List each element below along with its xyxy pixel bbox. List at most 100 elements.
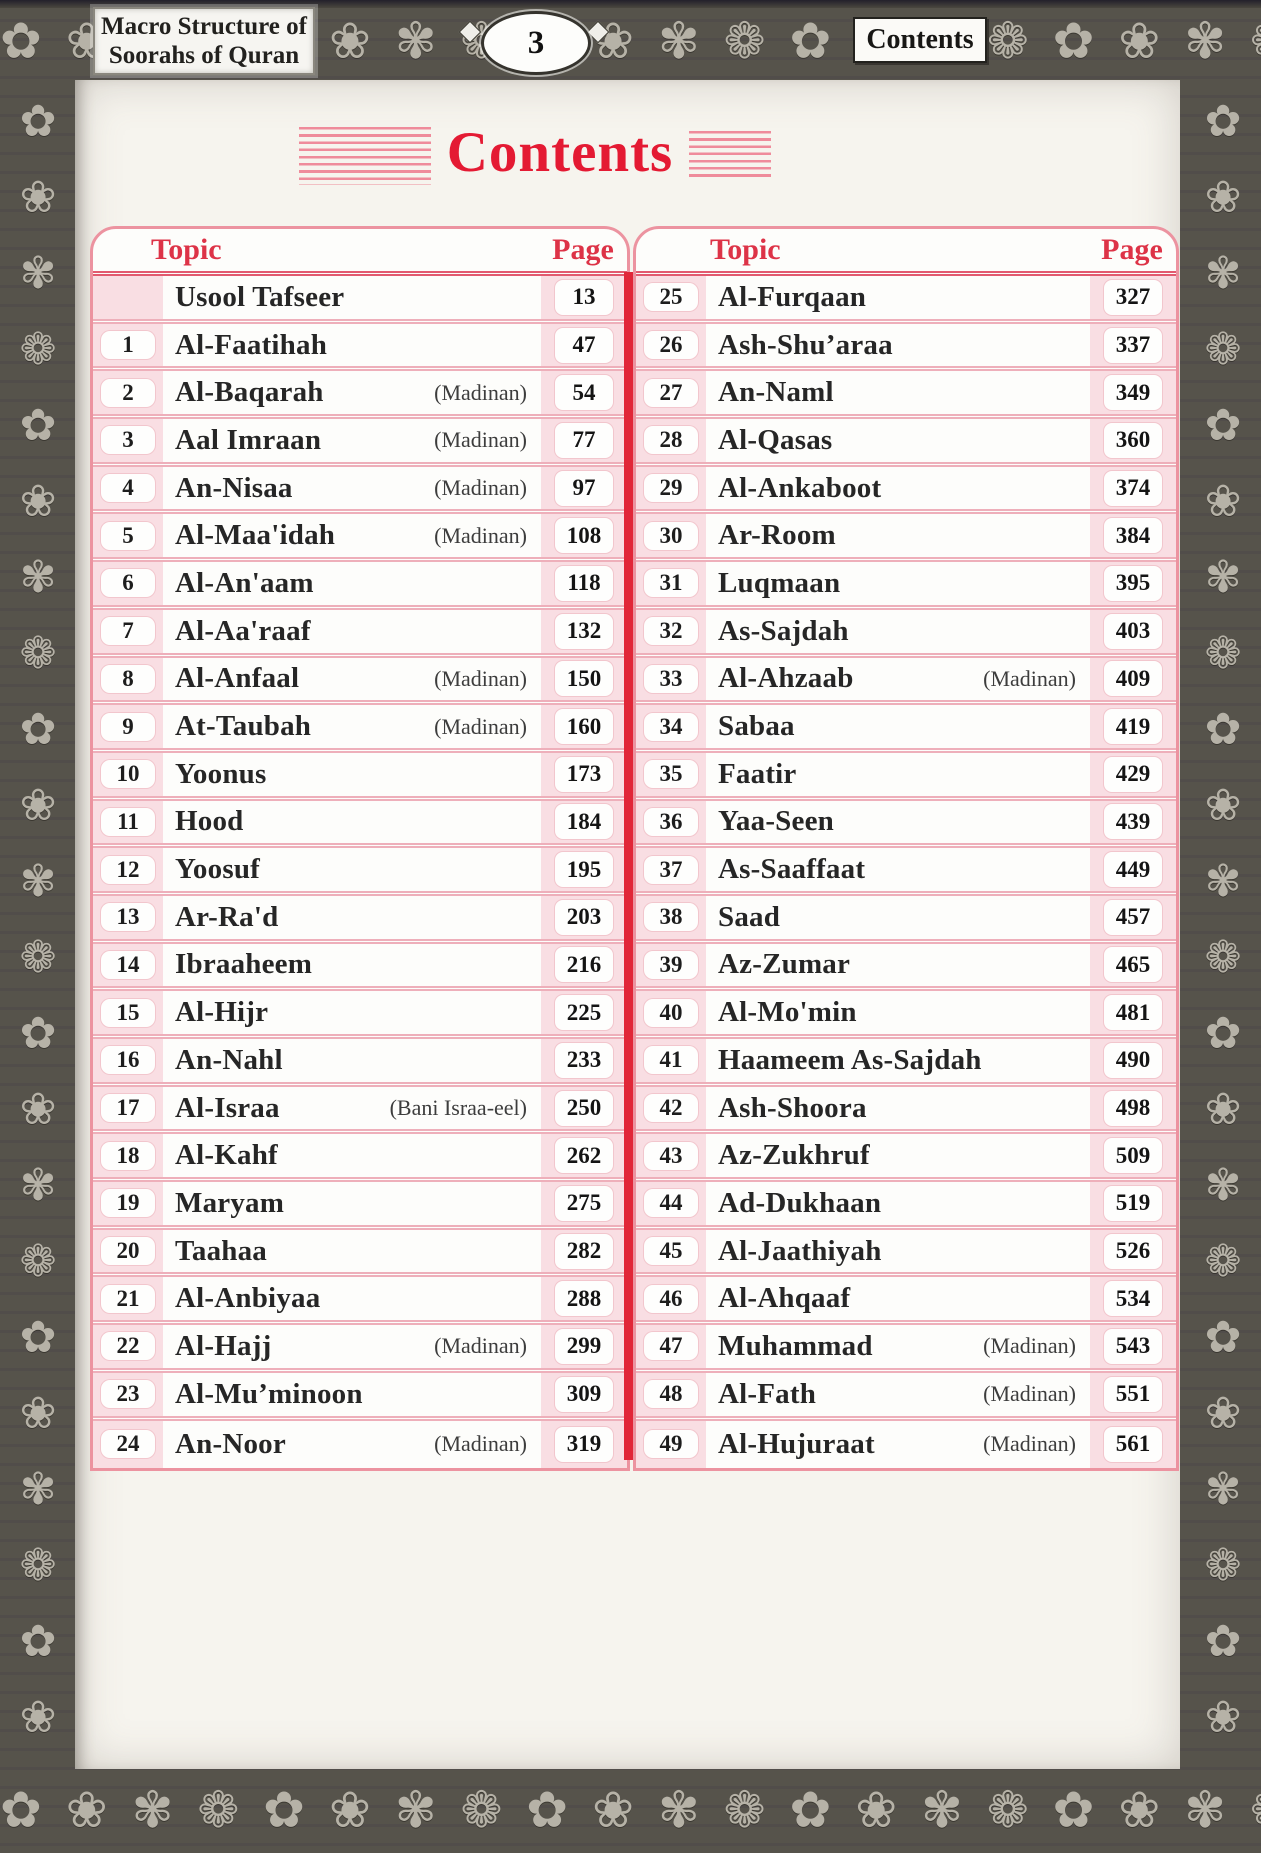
surah-name: Hood <box>175 805 244 838</box>
surah-name: Saad <box>718 900 781 933</box>
page-number-box: 534 <box>1104 1281 1162 1317</box>
table-row: 8 Al-Anfaal (Madinan) 150 <box>93 657 627 706</box>
row-name-cell: Ar-Room <box>706 514 1090 557</box>
row-page-cell: 13 <box>541 276 627 319</box>
row-number-badge: 15 <box>101 998 155 1027</box>
row-page-cell: 439 <box>1090 800 1176 844</box>
surah-note: (Madinan) <box>434 713 527 739</box>
row-page-cell: 327 <box>1090 276 1176 319</box>
row-number-badge: 49 <box>644 1430 698 1459</box>
row-number-cell: 39 <box>636 943 706 987</box>
row-number-cell: 43 <box>636 1134 706 1178</box>
surah-note: (Madinan) <box>434 379 527 405</box>
row-number-cell: 13 <box>93 895 163 939</box>
row-name-cell: Al-Hujuraat (Madinan) <box>706 1421 1090 1469</box>
page-number-box: 429 <box>1104 756 1162 792</box>
row-name-cell: Al-Hijr <box>163 991 541 1034</box>
row-number-badge: 44 <box>644 1189 698 1218</box>
table-row: 18 Al-Kahf 262 <box>93 1134 627 1183</box>
page-number-box: 449 <box>1104 852 1162 888</box>
row-page-cell: 360 <box>1090 419 1176 462</box>
page-title: Contents <box>446 121 674 184</box>
row-page-cell: 498 <box>1090 1086 1176 1130</box>
page-number: 3 <box>527 24 545 61</box>
row-page-cell: 349 <box>1090 371 1176 415</box>
row-number-cell: 45 <box>636 1229 706 1273</box>
row-number-cell: 26 <box>636 323 706 367</box>
surah-note: (Madinan) <box>983 665 1076 691</box>
contents-corner-label: Contents <box>853 17 987 63</box>
tables-divider-bar <box>624 272 633 1460</box>
row-number-cell: 1 <box>93 323 163 367</box>
row-page-cell: 288 <box>541 1277 627 1321</box>
table-row: 2 Al-Baqarah (Madinan) 54 <box>93 371 627 420</box>
row-page-cell: 184 <box>541 800 627 844</box>
row-number-badge: 1 <box>101 331 155 360</box>
table-row: 1 Al-Faatihah 47 <box>93 323 627 372</box>
paper: Contents Topic Page Usool Tafseer <box>75 80 1180 1769</box>
row-page-cell: 195 <box>541 848 627 891</box>
row-page-cell: 250 <box>541 1086 627 1130</box>
surah-name: Al-Aa'raaf <box>175 614 311 647</box>
row-number-cell: 29 <box>636 466 706 510</box>
row-number-cell: 18 <box>93 1134 163 1178</box>
surah-name: An-Nahl <box>175 1043 283 1076</box>
row-number-cell: 46 <box>636 1277 706 1321</box>
surah-name: Al-Baqarah <box>175 376 324 409</box>
row-number-badge: 17 <box>101 1094 155 1123</box>
row-name-cell: Yaa-Seen <box>706 801 1090 844</box>
row-name-cell: An-Naml <box>706 371 1090 414</box>
row-name-cell: Al-Anbiyaa <box>163 1277 541 1320</box>
surah-note: (Madinan) <box>983 1431 1076 1457</box>
page-number-box: 561 <box>1104 1426 1162 1462</box>
row-number-badge: 48 <box>644 1380 698 1409</box>
row-number-cell: 40 <box>636 991 706 1034</box>
page-number-box: 233 <box>555 1042 613 1078</box>
page-number-box: 490 <box>1104 1042 1162 1078</box>
page-number-box: 203 <box>555 899 613 935</box>
row-name-cell: An-Noor (Madinan) <box>163 1421 541 1469</box>
page-number-box: 519 <box>1104 1185 1162 1221</box>
row-name-cell: As-Sajdah <box>706 610 1090 653</box>
page-number-box: 77 <box>555 422 613 458</box>
row-number-badge: 29 <box>644 474 698 503</box>
page-number-box: 498 <box>1104 1090 1162 1126</box>
row-number-badge: 35 <box>644 760 698 789</box>
row-number-cell <box>93 276 163 319</box>
surah-name: Al-Furqaan <box>718 280 867 313</box>
row-number-badge: 40 <box>644 998 698 1027</box>
table-row: 9 At-Taubah (Madinan) 160 <box>93 705 627 753</box>
row-name-cell: Luqmaan <box>706 562 1090 605</box>
row-number-badge: 5 <box>101 521 155 550</box>
surah-note: (Madinan) <box>983 1333 1076 1359</box>
row-number-cell: 41 <box>636 1039 706 1082</box>
table-row: 10 Yoonus 173 <box>93 752 627 801</box>
page-number-box: 216 <box>555 947 613 983</box>
row-name-cell: Al-Qasas <box>706 419 1090 462</box>
table-row: 36 Yaa-Seen 439 <box>636 800 1176 849</box>
page-number-box: 225 <box>555 995 613 1031</box>
row-name-cell: Aal Imraan (Madinan) <box>163 419 541 462</box>
row-page-cell: 403 <box>1090 609 1176 653</box>
surah-name: Al-Mo'min <box>718 996 857 1029</box>
table-row: 25 Al-Furqaan 327 <box>636 276 1176 324</box>
row-name-cell: Al-Mu’minoon <box>163 1373 541 1416</box>
surah-name: Ar-Room <box>718 519 836 552</box>
row-number-badge: 34 <box>644 712 698 741</box>
surah-name: Al-An'aam <box>175 566 314 599</box>
page-number-box: 439 <box>1104 804 1162 840</box>
row-name-cell: Maryam <box>163 1182 541 1225</box>
row-number-badge: 36 <box>644 807 698 836</box>
row-number-badge: 46 <box>644 1284 698 1313</box>
row-name-cell: Al-Maa'idah (Madinan) <box>163 514 541 557</box>
row-number-badge: 11 <box>101 807 155 836</box>
row-number-cell: 3 <box>93 419 163 462</box>
surah-name: As-Saaffaat <box>718 853 866 886</box>
row-page-cell: 449 <box>1090 848 1176 891</box>
row-name-cell: Ash-Shu’araa <box>706 324 1090 367</box>
row-number-badge: 31 <box>644 569 698 598</box>
row-name-cell: An-Nisaa (Madinan) <box>163 467 541 510</box>
row-page-cell: 77 <box>541 419 627 462</box>
page-number-box: 282 <box>555 1233 613 1269</box>
row-number-cell: 30 <box>636 514 706 558</box>
